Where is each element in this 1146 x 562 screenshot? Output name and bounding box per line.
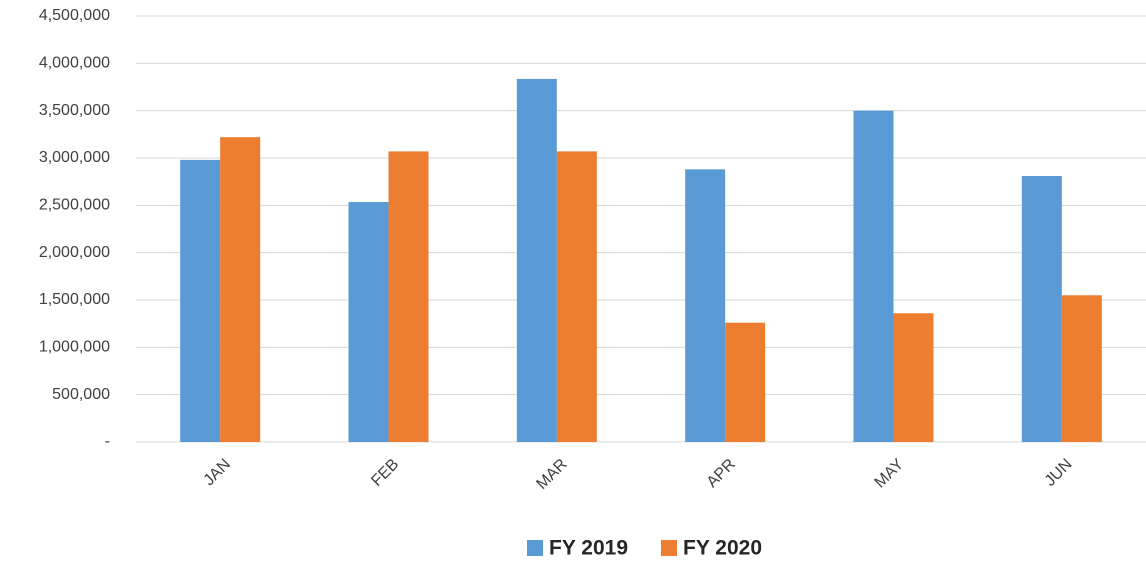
bar xyxy=(1061,295,1102,442)
y-tick-label: - xyxy=(105,433,110,450)
x-tick-label: JAN xyxy=(201,456,234,489)
y-tick-label: 1,500,000 xyxy=(39,291,110,308)
y-tick-label: 4,000,000 xyxy=(39,55,110,72)
bar xyxy=(853,110,894,443)
bar xyxy=(685,169,726,443)
x-tick-label: MAY xyxy=(872,456,908,492)
y-tick-label: 500,000 xyxy=(52,386,110,403)
y-tick-label: 3,500,000 xyxy=(39,102,110,119)
bar xyxy=(1021,175,1062,442)
y-tick-label: 4,500,000 xyxy=(39,7,110,24)
legend-swatch xyxy=(661,540,677,556)
bar xyxy=(220,137,261,442)
bar xyxy=(348,202,389,442)
x-tick-label: JUN xyxy=(1042,456,1076,490)
x-tick-label: FEB xyxy=(368,456,402,490)
y-tick-label: 3,000,000 xyxy=(39,149,110,166)
legend-label: FY 2020 xyxy=(683,537,762,560)
x-tick-label: MAR xyxy=(533,456,570,493)
bar xyxy=(725,322,766,442)
legend-label: FY 2019 xyxy=(549,537,628,560)
y-tick-label: 1,000,000 xyxy=(39,339,110,356)
x-tick-label: APR xyxy=(704,456,739,491)
bar xyxy=(180,159,221,443)
y-tick-label: 2,500,000 xyxy=(39,197,110,214)
bar xyxy=(388,151,429,442)
bar xyxy=(516,78,557,442)
legend-swatch xyxy=(527,540,543,556)
y-tick-label: 2,000,000 xyxy=(39,244,110,261)
bar xyxy=(556,151,597,442)
bar xyxy=(893,313,934,442)
